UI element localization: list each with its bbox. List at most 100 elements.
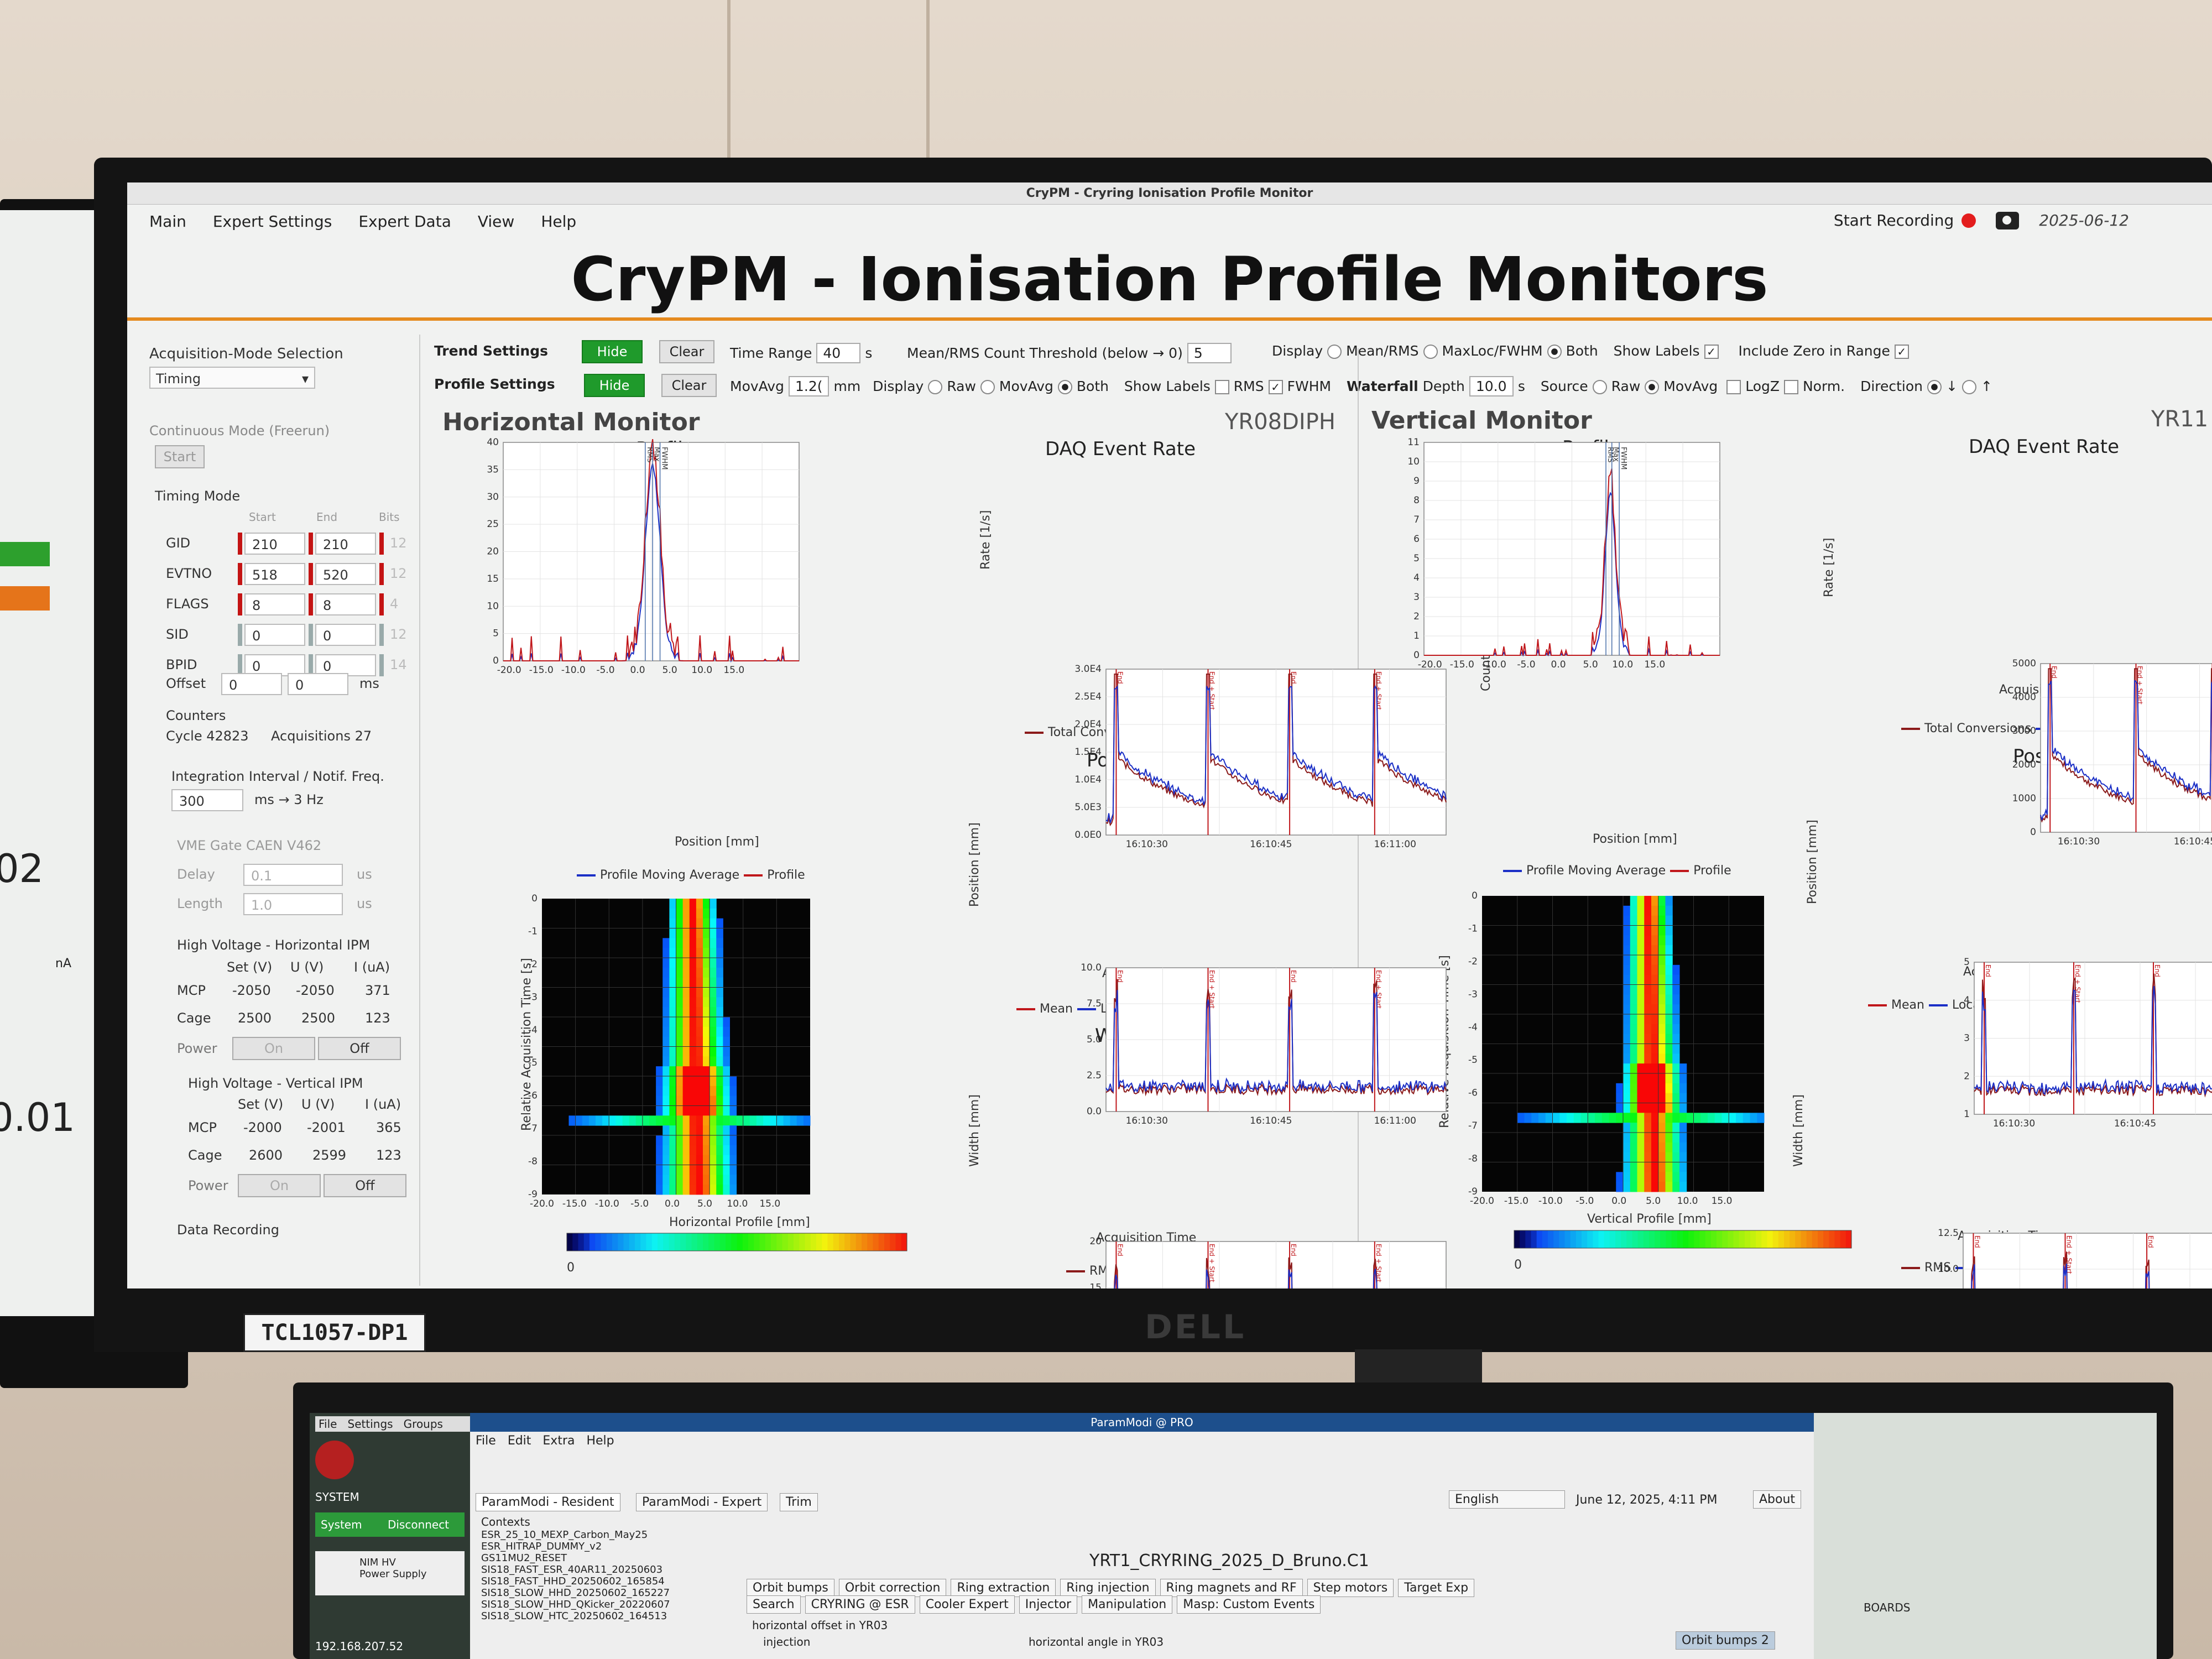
pm-menu-help[interactable]: Help (586, 1434, 614, 1448)
hv-v-off-button[interactable]: Off (324, 1174, 406, 1197)
tab-expert[interactable]: ParamModi - Expert (636, 1493, 768, 1511)
radio-source-raw[interactable] (1592, 380, 1607, 394)
integration-input[interactable]: 300 (171, 789, 243, 811)
menu-view[interactable]: View (477, 212, 515, 231)
about-button[interactable]: About (1753, 1490, 1802, 1509)
radio-mean-rms[interactable] (1327, 345, 1342, 359)
fwhm-checkbox[interactable]: ✓ (1268, 380, 1283, 394)
pm-menu-extra[interactable]: Extra (542, 1434, 575, 1448)
tab-trim[interactable]: Trim (780, 1493, 818, 1511)
trend-clear-button[interactable]: Clear (659, 340, 714, 363)
radio-maxloc-fwhm[interactable] (1423, 345, 1438, 359)
profile-hide-button[interactable]: Hide (584, 374, 645, 397)
hv-h-cage-set[interactable]: 2500 (238, 1010, 272, 1026)
delay-input[interactable]: 0.1 (243, 864, 343, 886)
context-item[interactable]: ESR_HITRAP_DUMMY_v2 (481, 1541, 602, 1552)
nim-tile[interactable]: NIM HV Power Supply (315, 1551, 465, 1595)
logz-checkbox[interactable] (1726, 380, 1741, 394)
timing-start-input[interactable]: 210 (244, 533, 305, 555)
system-button[interactable]: System Disconnect (315, 1512, 465, 1537)
group-tab[interactable]: Cooler Expert (919, 1595, 1015, 1614)
profile-clear-button[interactable]: Clear (661, 374, 717, 397)
hv-h-off-button[interactable]: Off (318, 1037, 401, 1060)
radio-both[interactable] (1547, 345, 1562, 359)
offset-end-input[interactable]: 0 (288, 673, 348, 695)
acq-mode-select[interactable]: Timing ▾ (149, 367, 315, 389)
offset-start-input[interactable]: 0 (221, 673, 282, 695)
start-button[interactable]: Start (155, 445, 205, 468)
x-tick-label: 5.0 (697, 1198, 712, 1209)
radio-profile-both[interactable] (1057, 380, 1072, 394)
group-tab[interactable]: Injector (1019, 1595, 1078, 1614)
menu-help[interactable]: Help (541, 212, 577, 231)
depth-input[interactable]: 10.0 (1469, 376, 1514, 397)
hv-h-mcp-set[interactable]: -2050 (232, 983, 271, 998)
radio-source-movavg[interactable] (1645, 380, 1660, 394)
timing-start-input[interactable]: 8 (244, 593, 305, 615)
timing-end-input[interactable]: 210 (315, 533, 376, 555)
menu-main[interactable]: Main (149, 212, 186, 231)
trend-show-labels-checkbox[interactable]: ✓ (1704, 345, 1719, 359)
x-tick-label: -20.0 (1418, 659, 1442, 670)
hv-v-mcp-set[interactable]: -2000 (243, 1120, 282, 1135)
group-tab[interactable]: Search (747, 1595, 801, 1614)
context-item[interactable]: ESR_25_10_MEXP_Carbon_May25 (481, 1529, 648, 1541)
record-icon[interactable] (1961, 213, 1976, 228)
timing-end-input[interactable]: 520 (315, 563, 376, 585)
threshold-input[interactable]: 5 (1187, 343, 1232, 363)
trend-hide-button[interactable]: Hide (582, 340, 643, 363)
pm-menu-file[interactable]: File (476, 1434, 496, 1448)
profile-show-labels-checkbox[interactable] (1214, 380, 1229, 394)
radio-direction-down[interactable] (1927, 380, 1942, 394)
movavg-input[interactable]: 1.2( (788, 376, 830, 397)
pm-menu-edit[interactable]: Edit (507, 1434, 531, 1448)
heat-cell (703, 899, 710, 909)
group-tab[interactable]: Manipulation (1082, 1595, 1173, 1614)
tab-resident[interactable]: ParamModi - Resident (476, 1493, 620, 1511)
group-tab[interactable]: Ring injection (1060, 1579, 1156, 1597)
hv-v-cage-set[interactable]: 2600 (249, 1147, 283, 1163)
time-range-input[interactable]: 40 (816, 343, 861, 363)
timing-end-input[interactable]: 8 (315, 593, 376, 615)
timing-end-input[interactable]: 0 (315, 654, 376, 676)
context-item[interactable]: SIS18_SLOW_HHD_20250602_165227 (481, 1587, 670, 1599)
context-item[interactable]: SIS18_FAST_ESR_40AR11_20250603 (481, 1564, 663, 1575)
context-item[interactable]: SIS18_SLOW_HHD_QKicker_20220607 (481, 1599, 670, 1610)
heat-cell (615, 1115, 623, 1126)
timing-end-input[interactable]: 0 (315, 624, 376, 646)
menu-expert-data[interactable]: Expert Data (358, 212, 451, 231)
tab-orbit-bumps-2[interactable]: Orbit bumps 2 (1676, 1631, 1775, 1650)
timing-start-input[interactable]: 518 (244, 563, 305, 585)
heat-cell (1672, 1142, 1680, 1153)
context-item[interactable]: SIS18_FAST_HHD_20250602_165854 (481, 1575, 665, 1587)
hv-v-on-button[interactable]: On (238, 1174, 321, 1197)
heat-cell (1665, 915, 1673, 926)
radio-movavg[interactable] (980, 380, 995, 394)
menu-file[interactable]: File (319, 1417, 337, 1431)
length-input[interactable]: 1.0 (243, 893, 343, 915)
timing-start-input[interactable]: 0 (244, 654, 305, 676)
include-zero-checkbox[interactable]: ✓ (1894, 345, 1909, 359)
menu-expert-settings[interactable]: Expert Settings (212, 212, 332, 231)
group-tab[interactable]: Step motors (1307, 1579, 1394, 1597)
radio-direction-up[interactable] (1961, 380, 1976, 394)
start-recording-button[interactable]: Start Recording (1833, 211, 1954, 229)
context-item[interactable]: SIS18_SLOW_HTC_20250602_164513 (481, 1610, 667, 1622)
group-tab[interactable]: Ring extraction (951, 1579, 1056, 1597)
menu-settings[interactable]: Settings (347, 1417, 393, 1431)
language-select[interactable]: English (1449, 1490, 1565, 1509)
radio-raw[interactable] (928, 380, 943, 394)
menu-groups[interactable]: Groups (403, 1417, 443, 1431)
timing-start-input[interactable]: 0 (244, 624, 305, 646)
camera-icon[interactable] (1996, 211, 2020, 229)
context-item[interactable]: GS11MU2_RESET (481, 1552, 567, 1564)
group-tab[interactable]: CRYRING @ ESR (805, 1595, 915, 1614)
hv-h-on-button[interactable]: On (232, 1037, 315, 1060)
group-tab[interactable]: Target Exp (1398, 1579, 1475, 1597)
group-tab[interactable]: Ring magnets and RF (1160, 1579, 1303, 1597)
norm-checkbox[interactable] (1783, 380, 1798, 394)
group-tab[interactable]: Orbit bumps (747, 1579, 834, 1597)
group-tab[interactable]: Orbit correction (838, 1579, 947, 1597)
group-tab[interactable]: Masp: Custom Events (1177, 1595, 1321, 1614)
heat-cell (669, 1105, 676, 1116)
